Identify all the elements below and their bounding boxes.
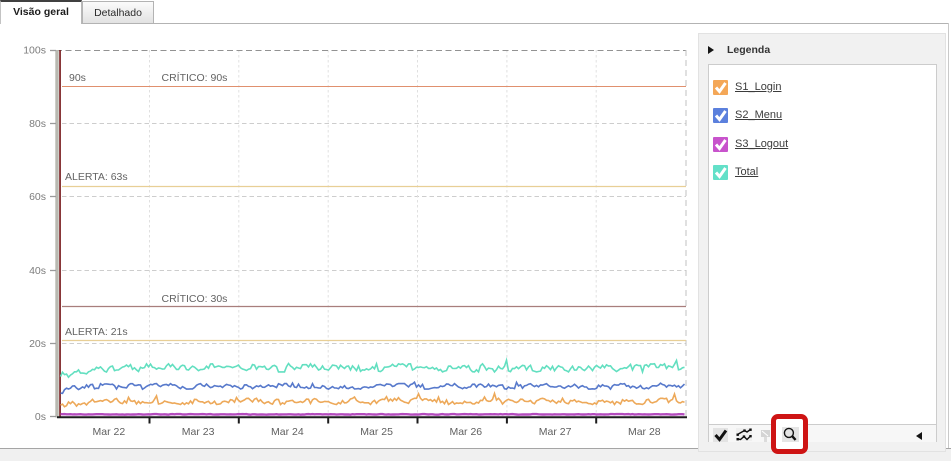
svg-text:Mar 26: Mar 26: [449, 426, 482, 438]
svg-text:100s: 100s: [23, 45, 46, 57]
svg-text:80s: 80s: [29, 118, 46, 130]
svg-text:ALERTA: 21s: ALERTA: 21s: [65, 326, 128, 338]
svg-text:60s: 60s: [29, 191, 46, 203]
svg-text:ALERTA: 63s: ALERTA: 63s: [65, 171, 128, 183]
svg-text:CRÍTICO: 90s: CRÍTICO: 90s: [162, 71, 228, 84]
svg-text:CRÍTICO: 30s: CRÍTICO: 30s: [162, 292, 228, 305]
svg-text:Mar 22: Mar 22: [93, 426, 126, 438]
svg-text:40s: 40s: [29, 265, 46, 277]
svg-text:Mar 23: Mar 23: [182, 426, 215, 438]
svg-text:Mar 27: Mar 27: [539, 426, 572, 438]
svg-text:Mar 24: Mar 24: [271, 426, 304, 438]
svg-text:90s: 90s: [69, 72, 86, 84]
svg-text:20s: 20s: [29, 338, 46, 350]
svg-text:0s: 0s: [35, 411, 46, 423]
svg-text:Mar 25: Mar 25: [360, 426, 393, 438]
svg-text:Mar 28: Mar 28: [628, 426, 661, 438]
